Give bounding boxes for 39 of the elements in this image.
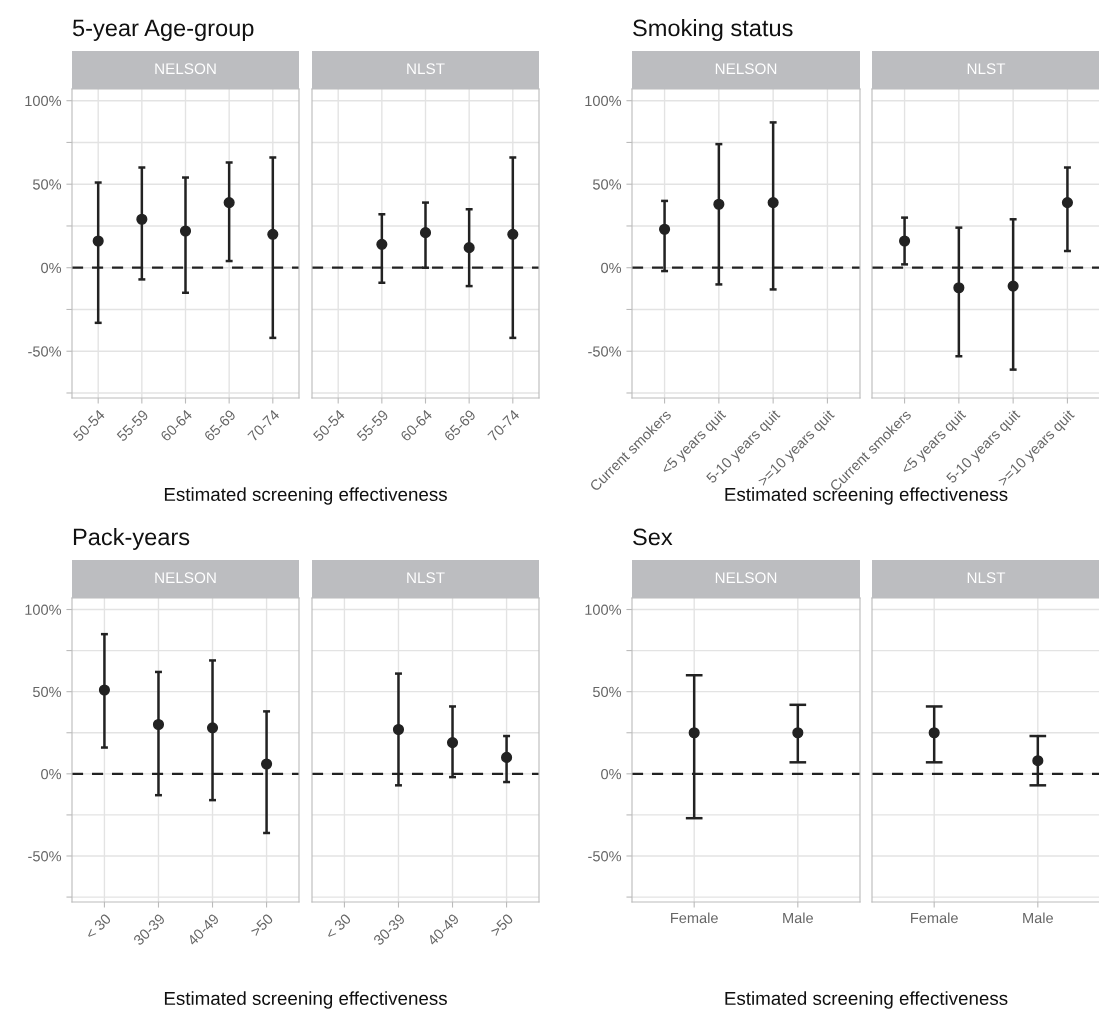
y-tick-label: 0% <box>41 768 62 780</box>
y-tick-label: -50% <box>588 346 622 357</box>
y-tick-label: 50% <box>32 179 62 190</box>
y-tick-label: 100% <box>585 95 622 107</box>
chart-subtitle: NLST <box>407 63 445 75</box>
y-tick-label: 0% <box>601 262 622 274</box>
y-tick-label: 0% <box>41 262 62 274</box>
x-tick-label: Male <box>783 912 813 924</box>
chart-subtitle: NELSON <box>715 572 777 584</box>
y-tick-label: -50% <box>28 346 62 357</box>
chart-subtitle: NELSON <box>715 63 777 75</box>
x-tick-label: >50 <box>249 913 274 937</box>
y-tick-label: 50% <box>32 686 62 698</box>
x-tick-label: Male <box>1023 912 1053 924</box>
y-tick-label: -50% <box>28 851 62 862</box>
y-tick-label: 100% <box>25 604 62 615</box>
chart-title: Pack-years <box>73 527 190 550</box>
chart-subtitle: NLST <box>407 572 445 584</box>
chart-subtitle: NLST <box>967 63 1006 75</box>
x-tick-label: Female <box>911 912 958 924</box>
x-tick-label: >50 <box>489 913 514 937</box>
chart-subtitle: NLST <box>967 572 1006 584</box>
x-tick-label: < 30 <box>324 913 352 940</box>
y-tick-label: 50% <box>592 686 622 698</box>
y-tick-label: -50% <box>588 851 622 862</box>
chart-title: Smoking status <box>633 18 793 41</box>
x-tick-label: < 30 <box>84 913 112 940</box>
y-tick-label: 100% <box>25 95 62 107</box>
x-axis-title: Estimated screening effectiveness <box>164 487 447 505</box>
x-axis-title: Estimated screening effectiveness <box>725 991 1008 1009</box>
chart-subtitle: NELSON <box>155 63 216 75</box>
x-tick-label: Female <box>671 912 718 924</box>
y-tick-label: 100% <box>585 604 622 615</box>
chart-title: Sex <box>633 528 673 546</box>
chart-title: 5-year Age-group <box>72 19 254 41</box>
chart-subtitle: NELSON <box>155 572 216 584</box>
y-tick-label: 0% <box>601 768 622 780</box>
y-tick-label: 50% <box>592 179 622 190</box>
x-axis-title: Estimated screening effectiveness <box>164 991 447 1009</box>
